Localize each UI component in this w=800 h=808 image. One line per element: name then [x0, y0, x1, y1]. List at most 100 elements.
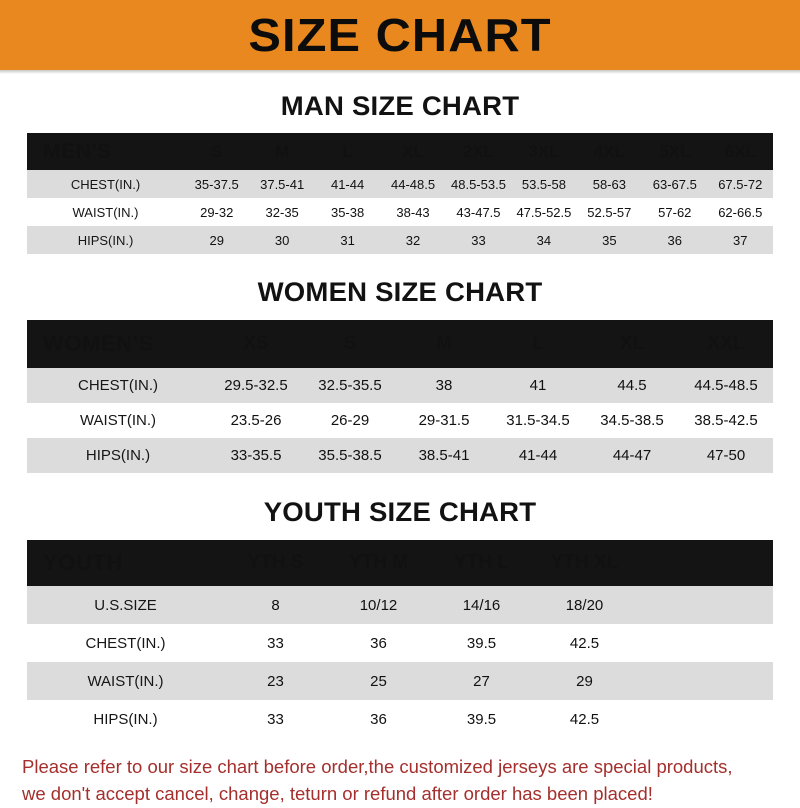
- youth-cell-0-1: 10/12: [327, 586, 430, 624]
- table-row: WAIST(IN.) 23.5-26 26-29 29-31.5 31.5-34…: [27, 403, 773, 438]
- man-cell-0-2: 41-44: [314, 170, 381, 198]
- man-cell-2-0: 29: [184, 226, 250, 254]
- man-size-col-7: 5XL: [642, 133, 708, 170]
- youth-cell-3-0: 33: [224, 700, 327, 738]
- women-cell-2-5: 47-50: [679, 438, 773, 473]
- women-cell-0-3: 41: [491, 368, 585, 403]
- women-cell-1-2: 29-31.5: [397, 403, 491, 438]
- women-cell-1-1: 26-29: [303, 403, 397, 438]
- youth-row-label-2: WAIST(IN.): [27, 662, 224, 700]
- man-cell-1-5: 47.5-52.5: [511, 198, 577, 226]
- youth-cell-2-3: 29: [533, 662, 636, 700]
- youth-cell-0-spacer: [636, 586, 773, 624]
- youth-header-row: YOUTH YTH S YTH M YTH L YTH XL: [27, 540, 773, 586]
- section-title-man: MAN SIZE CHART: [280, 91, 520, 121]
- man-size-col-6: 4XL: [576, 133, 643, 170]
- man-cell-1-3: 38-43: [380, 198, 446, 226]
- women-size-col-1: S: [303, 320, 397, 368]
- women-size-col-4: XL: [585, 320, 679, 368]
- women-cell-1-4: 34.5-38.5: [585, 403, 679, 438]
- man-table-head: MEN'S S M L XL 2XL 3XL 4XL 5XL 6XL: [27, 133, 773, 170]
- women-cell-2-3: 41-44: [491, 438, 585, 473]
- page-banner: SIZE CHART: [0, 0, 800, 70]
- man-size-col-0: S: [184, 133, 250, 170]
- table-row: CHEST(IN.) 29.5-32.5 32.5-35.5 38 41 44.…: [27, 368, 773, 403]
- women-cell-1-3: 31.5-34.5: [491, 403, 585, 438]
- youth-cell-1-1: 36: [327, 624, 430, 662]
- section-title-youth: YOUTH SIZE CHART: [263, 497, 537, 527]
- youth-cell-2-spacer: [636, 662, 773, 700]
- man-cell-1-0: 29-32: [184, 198, 250, 226]
- youth-table-body: U.S.SIZE 8 10/12 14/16 18/20 CHEST(IN.) …: [27, 586, 773, 738]
- man-cell-0-7: 63-67.5: [642, 170, 708, 198]
- youth-row-label-0: U.S.SIZE: [27, 586, 224, 624]
- man-row-label-0: CHEST(IN.): [27, 170, 184, 198]
- youth-cell-3-1: 36: [327, 700, 430, 738]
- man-row-label-2: HIPS(IN.): [27, 226, 184, 254]
- women-size-col-5: XXL: [679, 320, 773, 368]
- man-cell-1-1: 32-35: [249, 198, 315, 226]
- table-row: CHEST(IN.) 33 36 39.5 42.5: [27, 624, 773, 662]
- youth-cell-1-spacer: [636, 624, 773, 662]
- man-cell-2-2: 31: [314, 226, 381, 254]
- man-cell-2-7: 36: [642, 226, 708, 254]
- youth-cell-0-3: 18/20: [533, 586, 636, 624]
- youth-cell-2-2: 27: [430, 662, 533, 700]
- man-cell-1-6: 52.5-57: [576, 198, 643, 226]
- man-table-body: CHEST(IN.) 35-37.5 37.5-41 41-44 44-48.5…: [27, 170, 773, 254]
- man-cell-0-0: 35-37.5: [184, 170, 250, 198]
- women-header-row: WOMEN'S XS S M L XL XXL: [27, 320, 773, 368]
- women-cell-0-4: 44.5: [585, 368, 679, 403]
- table-row: WAIST(IN.) 23 25 27 29: [27, 662, 773, 700]
- man-cell-1-2: 35-38: [314, 198, 381, 226]
- youth-size-table-wrapper: YOUTH YTH S YTH M YTH L YTH XL U.S.SIZE …: [27, 540, 773, 738]
- banner-shadow: [0, 70, 800, 74]
- women-size-col-2: M: [397, 320, 491, 368]
- man-cell-2-3: 32: [380, 226, 446, 254]
- youth-cell-1-2: 39.5: [430, 624, 533, 662]
- youth-size-col-spacer: [636, 540, 773, 586]
- man-size-col-2: L: [314, 133, 381, 170]
- disclaimer-note: Please refer to our size chart before or…: [22, 754, 778, 808]
- women-corner-label: WOMEN'S: [27, 320, 209, 368]
- women-table-head: WOMEN'S XS S M L XL XXL: [27, 320, 773, 368]
- women-row-label-2: HIPS(IN.): [27, 438, 209, 473]
- man-cell-0-6: 58-63: [576, 170, 643, 198]
- man-header-row: MEN'S S M L XL 2XL 3XL 4XL 5XL 6XL: [27, 133, 773, 170]
- man-cell-2-1: 30: [249, 226, 315, 254]
- youth-size-table: YOUTH YTH S YTH M YTH L YTH XL U.S.SIZE …: [27, 540, 773, 738]
- man-size-col-3: XL: [380, 133, 446, 170]
- man-size-col-8: 6XL: [707, 133, 773, 170]
- youth-cell-1-0: 33: [224, 624, 327, 662]
- women-row-label-0: CHEST(IN.): [27, 368, 209, 403]
- youth-row-label-3: HIPS(IN.): [27, 700, 224, 738]
- man-size-col-5: 3XL: [511, 133, 577, 170]
- youth-cell-3-3: 42.5: [533, 700, 636, 738]
- man-cell-1-4: 43-47.5: [445, 198, 512, 226]
- man-row-label-1: WAIST(IN.): [27, 198, 184, 226]
- women-row-label-1: WAIST(IN.): [27, 403, 209, 438]
- table-row: WAIST(IN.) 29-32 32-35 35-38 38-43 43-47…: [27, 198, 773, 226]
- youth-size-col-2: YTH L: [430, 540, 533, 586]
- women-size-col-3: L: [491, 320, 585, 368]
- youth-cell-2-1: 25: [327, 662, 430, 700]
- man-size-col-4: 2XL: [445, 133, 512, 170]
- women-cell-2-0: 33-35.5: [209, 438, 303, 473]
- women-cell-0-5: 44.5-48.5: [679, 368, 773, 403]
- table-row: U.S.SIZE 8 10/12 14/16 18/20: [27, 586, 773, 624]
- youth-table-head: YOUTH YTH S YTH M YTH L YTH XL: [27, 540, 773, 586]
- youth-cell-1-3: 42.5: [533, 624, 636, 662]
- man-cell-2-5: 34: [511, 226, 577, 254]
- man-cell-2-8: 37: [707, 226, 773, 254]
- women-cell-2-4: 44-47: [585, 438, 679, 473]
- man-cell-0-5: 53.5-58: [511, 170, 577, 198]
- women-table-body: CHEST(IN.) 29.5-32.5 32.5-35.5 38 41 44.…: [27, 368, 773, 473]
- man-cell-1-8: 62-66.5: [707, 198, 773, 226]
- youth-size-col-3: YTH XL: [533, 540, 636, 586]
- table-row: CHEST(IN.) 35-37.5 37.5-41 41-44 44-48.5…: [27, 170, 773, 198]
- women-cell-2-1: 35.5-38.5: [303, 438, 397, 473]
- man-cell-0-1: 37.5-41: [249, 170, 315, 198]
- youth-corner-label: YOUTH: [27, 540, 224, 586]
- man-cell-0-3: 44-48.5: [380, 170, 446, 198]
